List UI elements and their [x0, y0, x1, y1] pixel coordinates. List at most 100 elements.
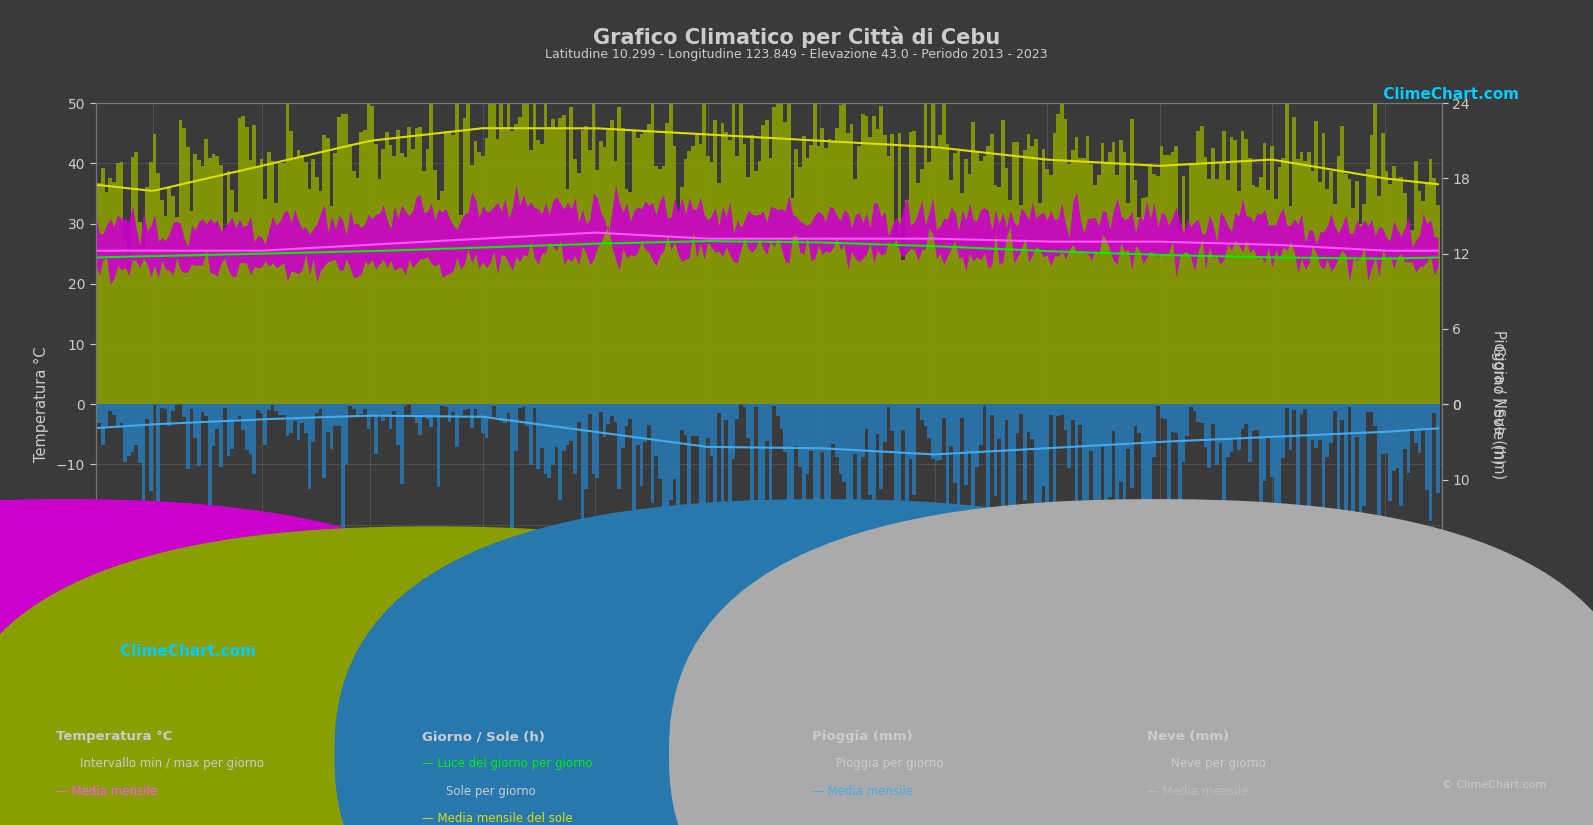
Bar — [526, 103, 529, 404]
Bar — [1134, 180, 1137, 404]
Text: — Luce del giorno per giorno: — Luce del giorno per giorno — [422, 757, 593, 771]
Bar — [566, 189, 569, 404]
Bar — [108, 177, 112, 404]
Bar — [1082, 404, 1086, 584]
Bar — [448, 404, 451, 422]
Bar — [677, 211, 680, 404]
Bar — [430, 404, 433, 427]
Bar — [532, 404, 537, 408]
Bar — [1421, 404, 1426, 429]
Bar — [773, 107, 776, 404]
Bar — [559, 118, 562, 404]
Bar — [1185, 404, 1188, 436]
Text: Giorno / Sole (h): Giorno / Sole (h) — [422, 730, 545, 743]
Bar — [1303, 404, 1308, 408]
Bar — [946, 144, 949, 404]
Bar — [245, 126, 249, 404]
Bar — [989, 404, 994, 415]
Bar — [613, 404, 618, 422]
Bar — [1090, 164, 1093, 404]
Bar — [315, 404, 319, 412]
Bar — [629, 404, 632, 419]
Bar — [220, 404, 223, 467]
Bar — [1359, 404, 1362, 653]
Bar — [344, 404, 349, 464]
Bar — [975, 404, 978, 467]
Bar — [1064, 120, 1067, 404]
Bar — [1300, 404, 1303, 414]
Bar — [806, 404, 809, 474]
Bar — [1329, 404, 1333, 443]
Bar — [1207, 404, 1211, 469]
Bar — [607, 130, 610, 404]
Bar — [1255, 187, 1258, 404]
Bar — [1367, 404, 1370, 412]
Bar — [1137, 404, 1141, 432]
Bar — [728, 404, 731, 572]
Bar — [809, 145, 812, 404]
Bar — [709, 162, 714, 404]
Bar — [422, 404, 425, 417]
Bar — [1429, 158, 1432, 404]
Bar — [327, 404, 330, 431]
Bar — [843, 404, 846, 482]
Bar — [632, 131, 636, 404]
Bar — [1351, 208, 1356, 404]
Bar — [562, 115, 566, 404]
Bar — [204, 404, 209, 417]
Bar — [422, 171, 425, 404]
Y-axis label: Pioggia / Neve (mm): Pioggia / Neve (mm) — [1491, 330, 1505, 478]
Bar — [868, 404, 871, 495]
Bar — [540, 404, 543, 448]
Bar — [1403, 404, 1407, 449]
Bar — [961, 404, 964, 417]
Bar — [784, 404, 787, 452]
Bar — [949, 181, 953, 404]
Bar — [580, 130, 585, 404]
Bar — [400, 153, 403, 404]
Bar — [537, 404, 540, 469]
Bar — [916, 182, 919, 404]
Bar — [1219, 404, 1222, 443]
Bar — [898, 404, 902, 540]
Bar — [515, 124, 518, 404]
Bar — [876, 404, 879, 434]
Bar — [672, 146, 677, 404]
Bar — [820, 404, 824, 452]
Text: ClimeChart.com: ClimeChart.com — [1378, 87, 1520, 101]
Bar — [1204, 157, 1207, 404]
Bar — [1292, 404, 1297, 410]
Bar — [898, 133, 902, 404]
Bar — [1023, 150, 1027, 404]
Bar — [521, 103, 526, 404]
Bar — [661, 404, 666, 543]
Bar — [1266, 404, 1270, 437]
Bar — [193, 404, 198, 437]
Bar — [790, 198, 795, 404]
Bar — [389, 145, 392, 404]
Bar — [924, 404, 927, 426]
Bar — [817, 146, 820, 404]
Bar — [666, 404, 669, 596]
Bar — [145, 187, 150, 404]
Bar — [123, 404, 127, 461]
Bar — [1297, 159, 1300, 404]
Bar — [669, 404, 672, 501]
Bar — [655, 167, 658, 404]
Bar — [1230, 404, 1233, 452]
Bar — [311, 158, 315, 404]
Bar — [1157, 404, 1160, 407]
Bar — [1200, 404, 1204, 423]
Bar — [1348, 404, 1351, 407]
Bar — [699, 404, 703, 582]
Bar — [983, 156, 986, 404]
Bar — [201, 166, 204, 404]
Bar — [142, 404, 145, 526]
Bar — [1356, 404, 1359, 436]
Bar — [1432, 404, 1437, 413]
Bar — [529, 404, 532, 465]
Bar — [1070, 404, 1075, 420]
Bar — [683, 404, 688, 435]
Bar — [621, 128, 624, 404]
Bar — [1270, 146, 1274, 404]
